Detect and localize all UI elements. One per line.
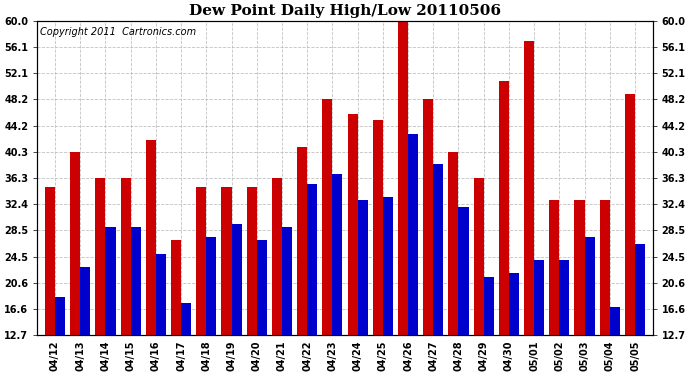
Bar — [333, 174, 342, 335]
Bar — [297, 147, 307, 335]
Bar — [121, 178, 130, 335]
Bar — [257, 240, 267, 335]
Bar — [196, 187, 206, 335]
Bar — [357, 200, 368, 335]
Bar — [458, 207, 469, 335]
Bar — [423, 99, 433, 335]
Bar — [70, 152, 80, 335]
Bar — [524, 40, 534, 335]
Bar — [322, 99, 333, 335]
Bar — [348, 114, 357, 335]
Bar — [383, 197, 393, 335]
Bar — [560, 260, 569, 335]
Bar — [584, 237, 595, 335]
Bar — [625, 94, 635, 335]
Bar — [55, 297, 65, 335]
Bar — [146, 141, 156, 335]
Bar — [408, 134, 418, 335]
Bar — [600, 200, 610, 335]
Bar — [221, 187, 232, 335]
Bar — [509, 273, 519, 335]
Bar — [484, 277, 494, 335]
Bar — [433, 164, 444, 335]
Text: Copyright 2011  Cartronics.com: Copyright 2011 Cartronics.com — [41, 27, 197, 37]
Bar — [181, 303, 191, 335]
Bar — [398, 21, 408, 335]
Bar — [373, 120, 383, 335]
Bar — [95, 178, 106, 335]
Title: Dew Point Daily High/Low 20110506: Dew Point Daily High/Low 20110506 — [189, 4, 501, 18]
Bar — [80, 267, 90, 335]
Bar — [610, 307, 620, 335]
Bar — [272, 178, 282, 335]
Bar — [106, 227, 115, 335]
Bar — [206, 237, 217, 335]
Bar — [171, 240, 181, 335]
Bar — [156, 254, 166, 335]
Bar — [549, 200, 560, 335]
Bar — [575, 200, 584, 335]
Bar — [307, 184, 317, 335]
Bar — [635, 243, 645, 335]
Bar — [499, 81, 509, 335]
Bar — [282, 227, 292, 335]
Bar — [534, 260, 544, 335]
Bar — [130, 227, 141, 335]
Bar — [45, 187, 55, 335]
Bar — [232, 224, 241, 335]
Bar — [246, 187, 257, 335]
Bar — [448, 152, 458, 335]
Bar — [473, 178, 484, 335]
